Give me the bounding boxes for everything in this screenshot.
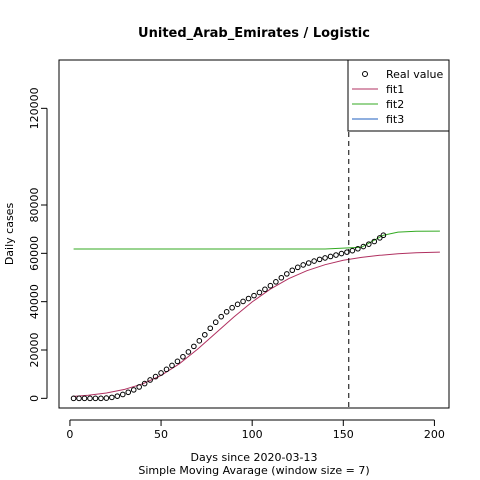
x-tick-label: 200 (424, 428, 445, 441)
real-value-point (256, 289, 263, 296)
real-value-point (212, 319, 219, 326)
real-value-point (92, 395, 99, 402)
real-value-point (316, 256, 323, 263)
real-value-point (245, 295, 252, 302)
real-value-point (180, 353, 186, 360)
real-value-point (163, 366, 170, 373)
y-tick-label: 80000 (28, 188, 41, 223)
y-axis-title: Daily cases (3, 203, 16, 266)
real-value-point (376, 235, 383, 241)
real-value-point (305, 260, 312, 266)
real-value-point (130, 387, 137, 393)
real-value-point (185, 349, 192, 355)
real-value-point (240, 298, 246, 305)
real-value-point (311, 258, 317, 264)
x-tick-label: 100 (242, 428, 263, 441)
y-tick-label: 60000 (28, 236, 41, 271)
real-value-point (380, 232, 387, 239)
real-value-point (294, 264, 301, 271)
x-tick-label: 150 (333, 428, 354, 441)
real-value-point (98, 395, 104, 402)
real-value-point (119, 391, 126, 398)
real-value-point (360, 243, 367, 250)
real-value-point (366, 241, 372, 247)
real-value-point (333, 252, 339, 258)
real-value-point (338, 250, 345, 257)
real-value-point (273, 279, 279, 285)
real-value-point (207, 325, 214, 332)
real-value-point (196, 338, 203, 344)
real-value-point (284, 271, 290, 277)
legend-label: fit2 (386, 98, 404, 111)
y-axis: 0 20000 40000 60000 80000 120000 (28, 87, 48, 402)
real-value-point (147, 377, 153, 383)
real-value-point (349, 247, 356, 254)
real-value-point (267, 282, 274, 289)
legend-label: fit3 (386, 113, 404, 126)
plot-frame (58, 59, 450, 409)
real-value-point (234, 301, 241, 308)
y-tick-label: 40000 (28, 284, 41, 319)
real-value-point (103, 395, 110, 401)
real-value-point (158, 370, 164, 376)
y-tick-label: 120000 (28, 87, 41, 129)
real-value-point (169, 362, 175, 369)
real-value-point (223, 309, 230, 315)
real-value-point (114, 393, 121, 399)
fit1-series-line (73, 251, 440, 397)
y-tick-label: 0 (28, 395, 41, 402)
real-value-point (141, 380, 148, 387)
fit2-series-line (73, 230, 440, 250)
real-value-point (327, 253, 334, 260)
real-value-point (76, 395, 82, 402)
real-value-point (152, 373, 159, 380)
x-tick-label: 50 (154, 428, 168, 441)
real-value-point (191, 343, 197, 350)
real-value-point (262, 286, 268, 293)
x-axis: 0 50 100 150 200 (66, 419, 445, 441)
chart-title: United_Arab_Emirates / Logistic (138, 26, 370, 41)
legend-point-symbol (362, 71, 368, 77)
real-value-point (125, 389, 132, 396)
real-value-point (218, 313, 224, 320)
real-value-point (289, 267, 296, 274)
real-value-point (201, 331, 208, 338)
real-value-point (109, 394, 115, 401)
real-value-point (70, 395, 77, 402)
real-value-point (174, 358, 181, 365)
x-tick-label: 0 (66, 428, 73, 441)
real-value-point (355, 245, 361, 252)
plot-area (70, 60, 440, 408)
legend-label: Real value (386, 68, 443, 81)
legend: Real value fit1 fit2 fit3 (347, 59, 450, 132)
x-axis-subtitle: Simple Moving Avarage (window size = 7) (138, 464, 369, 477)
real-value-point (371, 238, 378, 245)
real-value-point (278, 274, 285, 281)
legend-label: fit1 (386, 83, 404, 96)
real-value-point (87, 395, 93, 402)
real-value-point (251, 292, 257, 299)
real-value-point (136, 384, 142, 390)
real-value-point (300, 262, 307, 268)
x-axis-title: Days since 2020-03-13 (191, 451, 318, 464)
y-tick-label: 20000 (28, 333, 41, 368)
real-value-point (229, 304, 235, 311)
real-value-point (81, 395, 88, 402)
real-value-point (322, 255, 328, 261)
